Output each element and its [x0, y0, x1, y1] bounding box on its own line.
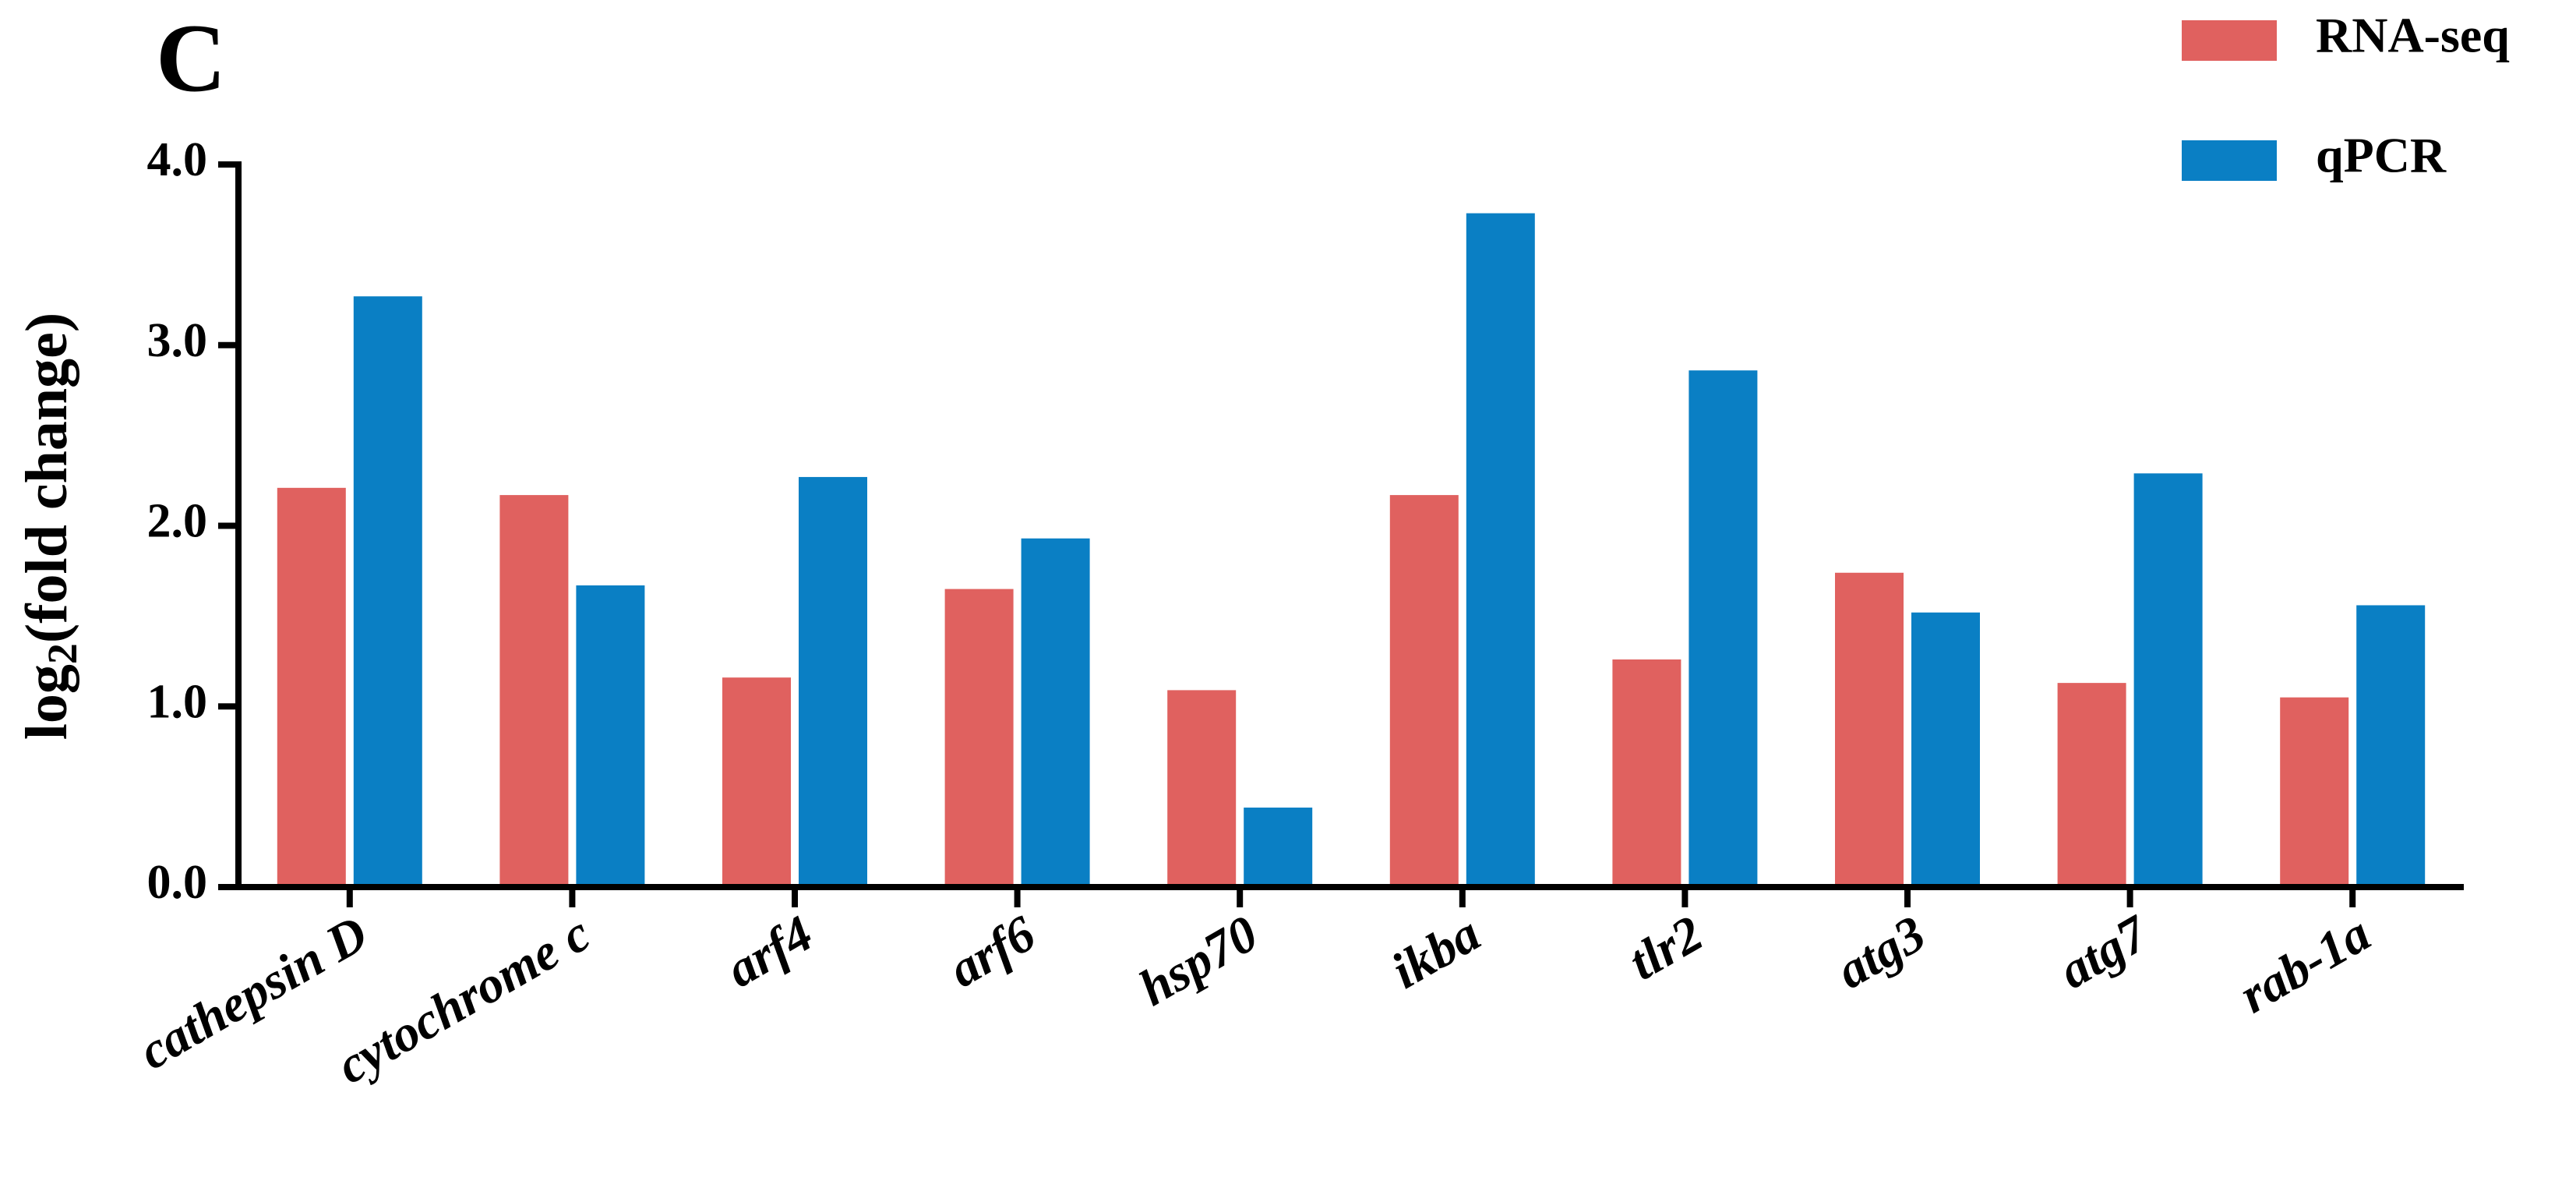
bar	[1835, 572, 1904, 887]
x-tick-label: atg3	[1827, 905, 1935, 1000]
panel-label: C	[156, 5, 226, 113]
y-tick-label: 0.0	[147, 856, 208, 909]
y-tick-label: 4.0	[147, 133, 208, 186]
legend-swatch	[2182, 140, 2277, 181]
bar	[1612, 659, 1681, 887]
legend-label: RNA-seq	[2316, 8, 2510, 63]
bar	[799, 476, 867, 887]
bar	[277, 487, 346, 887]
y-axis-label-part: log	[14, 664, 79, 740]
bar	[2057, 683, 2126, 887]
bar	[1466, 213, 1535, 887]
bar	[499, 495, 569, 887]
bar	[1389, 495, 1459, 887]
x-tick-label: arf4	[717, 905, 822, 999]
bar	[722, 677, 791, 887]
x-tick-label: rab-1a	[2230, 905, 2380, 1024]
bar	[944, 589, 1014, 887]
y-axis-label: log2(fold change)	[14, 313, 86, 740]
legend-label: qPCR	[2316, 128, 2447, 183]
bar	[1167, 690, 1237, 887]
bar	[2356, 605, 2426, 887]
bar	[1689, 370, 1758, 887]
y-tick-label: 2.0	[147, 495, 208, 548]
bar	[576, 585, 645, 887]
bar	[2280, 697, 2349, 887]
bar	[2133, 473, 2203, 887]
bar	[1021, 538, 1090, 887]
y-axis-label-part: (fold change)	[14, 313, 79, 643]
bar	[1911, 612, 1980, 887]
x-tick-label: atg7	[2050, 903, 2160, 999]
x-tick-label: ikba	[1382, 905, 1490, 1000]
x-tick-label: tlr2	[1619, 905, 1712, 992]
bar	[353, 296, 422, 887]
x-tick-label: arf6	[940, 905, 1045, 999]
y-tick-label: 1.0	[147, 675, 208, 728]
y-axis-label-subscript: 2	[39, 643, 86, 664]
bar	[1244, 808, 1313, 887]
x-tick-label: cytochrome c	[327, 905, 599, 1095]
y-tick-label: 3.0	[147, 314, 208, 367]
legend-swatch	[2182, 20, 2277, 61]
x-tick-label: hsp70	[1130, 905, 1267, 1017]
